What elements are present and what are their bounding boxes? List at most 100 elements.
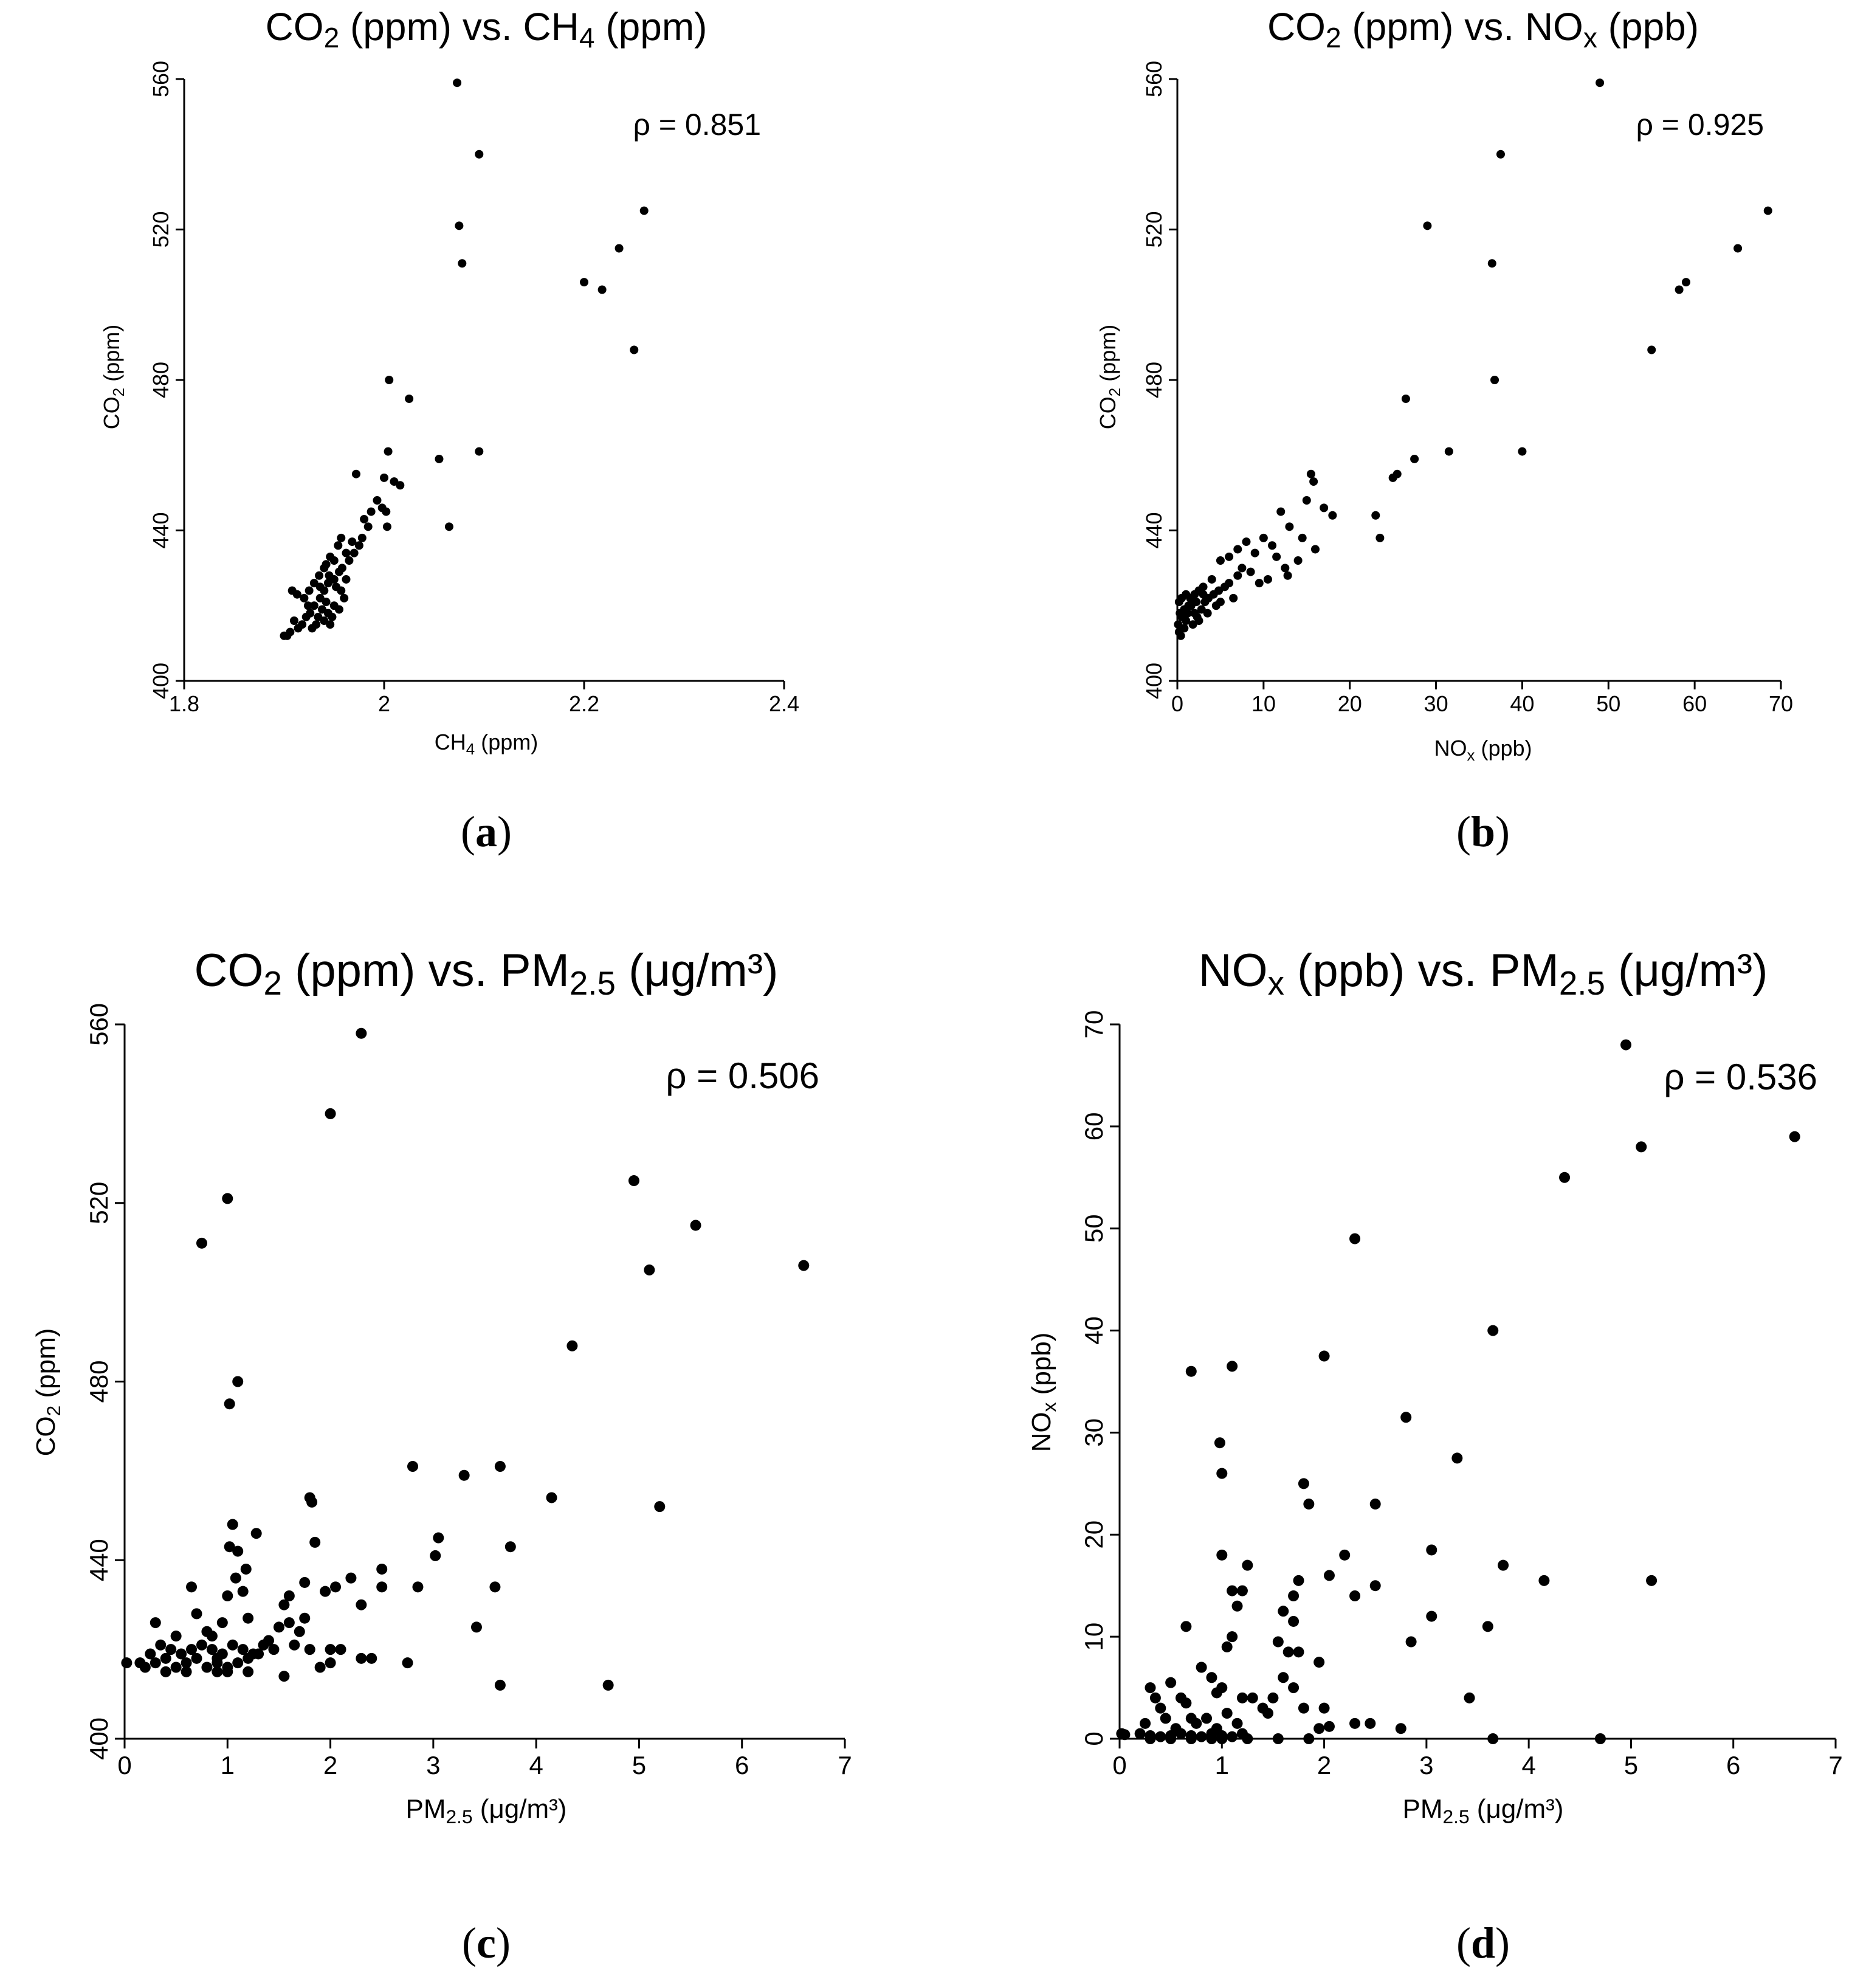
panel-a-data-point — [444, 522, 453, 531]
panel-b-x-tick-label: 50 — [1596, 691, 1620, 716]
panel-d-title: NOx (ppb) vs. PM2.5 (μg/m³) — [1199, 945, 1768, 1002]
panel-d-data-point — [1288, 1615, 1300, 1627]
panel-b-data-point — [1246, 567, 1255, 576]
panel-d-data-point — [1298, 1478, 1309, 1489]
panel-c-data-point — [186, 1644, 198, 1655]
panel-c-data-point — [237, 1586, 249, 1597]
panel-b-y-tick-label: 480 — [1141, 362, 1166, 398]
panel-b-data-point — [1259, 533, 1268, 542]
panel-d-data-point — [1426, 1544, 1437, 1556]
panel-a-data-point — [363, 522, 373, 531]
panel-b-data-point — [1410, 454, 1419, 463]
panel-c-data-point — [504, 1541, 516, 1553]
panel-a-data-point — [382, 507, 391, 516]
panel-c-data-point — [325, 1644, 336, 1655]
panel-d-ylabel: NOx (ppb) — [1027, 1333, 1060, 1452]
panel-a-xlabel: CH4 (ppm) — [435, 730, 538, 758]
panel-a-data-point — [475, 150, 484, 159]
panel-a-data-point — [357, 533, 367, 542]
panel-c-data-point — [212, 1666, 223, 1677]
panel-b-data-point — [1233, 571, 1242, 580]
panel-c-data-point — [201, 1662, 213, 1673]
panel-a-data-point — [405, 394, 414, 403]
panel-c-data-point — [232, 1657, 244, 1669]
panel-c-data-point — [335, 1644, 346, 1655]
panel-d-data-point — [1303, 1733, 1315, 1744]
panel-b-data-point — [1310, 545, 1320, 554]
panel-c-data-point — [628, 1175, 639, 1187]
panel-a-y-tick-label: 480 — [148, 362, 173, 398]
panel-b-data-point — [1371, 511, 1380, 520]
panel-b-data-point — [1647, 345, 1656, 354]
panel-d-x-tick-label: 7 — [1828, 1751, 1842, 1779]
panel-b-data-point — [1283, 571, 1292, 580]
panel-a-data-point — [334, 541, 343, 550]
panel-b-data-point — [1225, 552, 1234, 561]
panel-d-data-point — [1349, 1717, 1361, 1729]
panel-d-data-point — [1262, 1708, 1274, 1719]
panel-c-caption: (c) — [462, 1919, 511, 1967]
panel-d-data-point — [1227, 1731, 1238, 1742]
panel-d-data-point — [1227, 1585, 1238, 1596]
panel-b-data-point — [1681, 278, 1690, 287]
panel-b-data-point — [1216, 556, 1225, 565]
panel-a-data-point — [287, 586, 297, 595]
panel-d-data-point — [1498, 1559, 1509, 1571]
panel-d-data-point — [1282, 1646, 1294, 1658]
panel-d-y-tick-label: 70 — [1079, 1010, 1108, 1039]
panel-b-data-point — [1211, 601, 1220, 610]
panel-b-x-tick-label: 40 — [1510, 691, 1534, 716]
panel-a-data-point — [320, 564, 329, 573]
panel-a-data-point — [351, 469, 360, 478]
panel-d-data-point — [1267, 1692, 1279, 1703]
panel-b-data-point — [1233, 545, 1242, 554]
panel-a-data-point — [315, 571, 324, 580]
panel-a-data-point — [367, 507, 376, 516]
panel-b-data-point — [1174, 598, 1183, 607]
panel-b-data-point — [1203, 609, 1212, 618]
panel-a-ylabel: CO2 (ppm) — [99, 325, 128, 429]
panel-c-x-tick-label: 4 — [529, 1751, 543, 1779]
panel-d-data-point — [1221, 1708, 1233, 1719]
panel-a-data-point — [396, 481, 405, 490]
panel-d-data-point — [1149, 1692, 1161, 1703]
panel-d-data-point — [1236, 1585, 1248, 1596]
panel-a-caption: (a) — [461, 807, 512, 856]
panel-d-y-tick-label: 10 — [1079, 1623, 1108, 1651]
panel-d-data-point — [1211, 1723, 1222, 1734]
panel-d-data-point — [1426, 1610, 1437, 1622]
panel-d-y-tick-label: 40 — [1079, 1316, 1108, 1345]
panel-d-data-point — [1165, 1677, 1177, 1688]
panel-c-data-point — [258, 1639, 269, 1651]
panel-c-data-point — [224, 1398, 235, 1410]
panel-d-data-point — [1211, 1687, 1222, 1699]
panel-b-data-point — [1328, 511, 1337, 520]
panel-c-data-point — [224, 1541, 235, 1553]
panel-a-data-point — [453, 78, 462, 88]
panel-b-data-point — [1596, 78, 1605, 88]
panel-c-data-point — [227, 1639, 238, 1651]
panel-c-data-point — [278, 1599, 290, 1610]
panel-c-data-point — [196, 1639, 207, 1651]
panel-a-x-tick-label: 2.2 — [569, 691, 599, 716]
panel-c-xlabel: PM2.5 (μg/m³) — [406, 1794, 567, 1828]
panel-d-data-point — [1288, 1590, 1300, 1601]
panel-a-data-point — [294, 624, 303, 633]
panel-b-data-point — [1496, 150, 1505, 159]
panel-d-data-point — [1206, 1733, 1217, 1744]
panel-d-data-point — [1318, 1702, 1330, 1714]
panel-b-x-tick-label: 0 — [1171, 691, 1183, 716]
panel-c-data-point — [376, 1581, 388, 1593]
panel-c-data-point — [320, 1586, 331, 1597]
panel-d: NOx (ppb) vs. PM2.5 (μg/m³) PM2.5 (μg/m³… — [1027, 945, 1843, 1967]
panel-b-x-tick-label: 30 — [1424, 691, 1448, 716]
panel-c-data-point — [134, 1657, 146, 1669]
panel-c-y-tick-label: 440 — [84, 1539, 113, 1581]
panel-d-data-point — [1119, 1729, 1131, 1741]
panel-c-data-point — [654, 1501, 666, 1513]
panel-d-data-point — [1293, 1646, 1304, 1658]
panel-d-data-point — [1191, 1717, 1202, 1729]
panel-d-y-tick-label: 30 — [1079, 1418, 1108, 1447]
panel-d-data-point — [1482, 1621, 1493, 1632]
panel-c-data-point — [243, 1666, 254, 1677]
